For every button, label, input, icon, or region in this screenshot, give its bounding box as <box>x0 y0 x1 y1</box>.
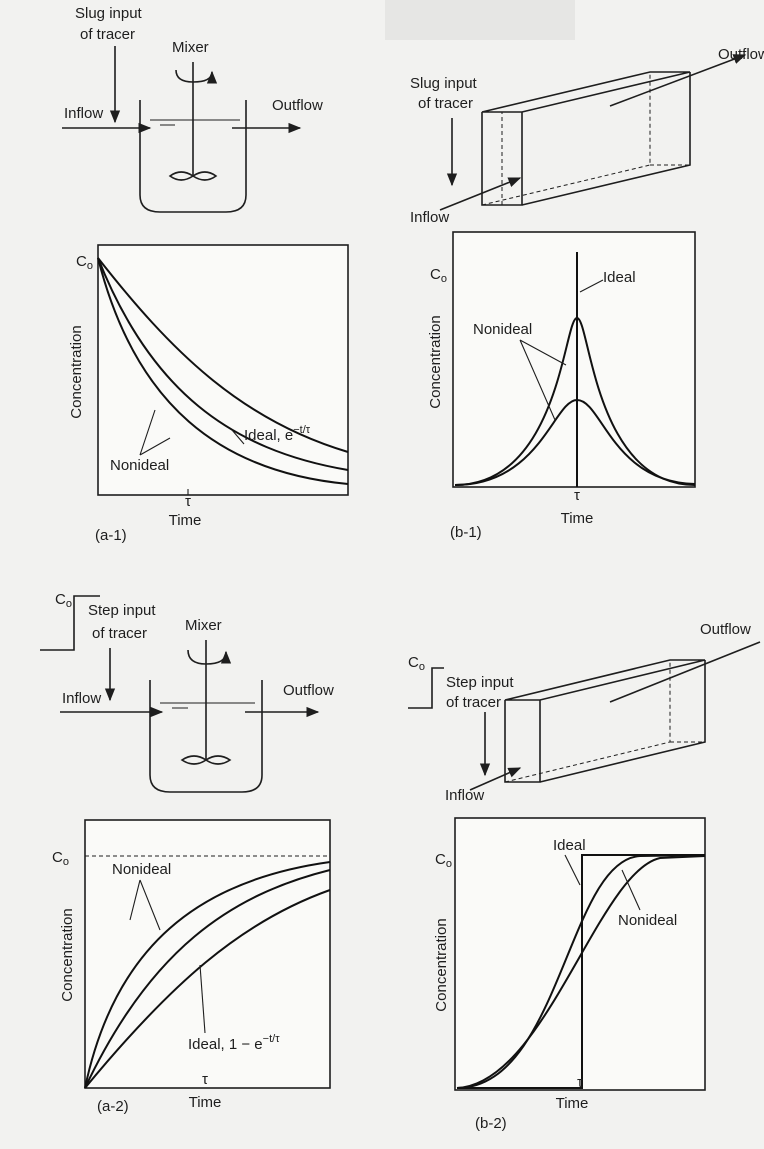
c0: C <box>76 253 87 270</box>
plot-frame <box>453 232 695 487</box>
c0-sub: o <box>419 661 425 673</box>
tau-label: τ <box>185 493 191 510</box>
x-axis-label: Time <box>556 1095 589 1112</box>
c0-sub: o <box>87 260 93 272</box>
inflow-label: Inflow <box>62 690 101 707</box>
figure: Slug input of tracer Mixer Inflow Outflo… <box>0 0 764 1149</box>
inflow-label: Inflow <box>445 787 484 804</box>
ideal-sup: −t/τ <box>293 424 311 436</box>
tau-label: τ <box>202 1071 208 1088</box>
page: {"a1": {"input": ["Slug input", "of trac… <box>0 0 764 1149</box>
tau-label: τ <box>574 487 580 504</box>
ideal: Ideal, 1 − e <box>188 1036 263 1053</box>
c0-sub: o <box>441 273 447 285</box>
x-axis-label: Time <box>561 510 594 527</box>
ideal-label: Ideal <box>603 269 636 286</box>
outflow-label: Outflow <box>272 97 323 114</box>
tau-label: τ <box>577 1074 583 1091</box>
input-label: Slug input <box>410 75 478 92</box>
nonideal-label: Nonideal <box>110 457 169 474</box>
nonideal-label: Nonideal <box>473 321 532 338</box>
input-label: of tracer <box>418 95 473 112</box>
nonideal-label: Nonideal <box>618 912 677 929</box>
input-label: Slug input <box>75 5 143 22</box>
c0-sub: o <box>63 856 69 868</box>
input-label: of tracer <box>80 26 135 43</box>
caption: (a-2) <box>97 1098 129 1115</box>
ideal: Ideal, e <box>244 427 293 444</box>
nonideal-label: Nonideal <box>112 861 171 878</box>
outflow-label: Outflow <box>700 621 751 638</box>
c0: C <box>435 851 446 868</box>
y-axis-label: Concentration <box>59 908 76 1001</box>
y-axis-label: Concentration <box>433 918 450 1011</box>
outflow-label: Outflow <box>718 46 764 63</box>
outflow-label: Outflow <box>283 682 334 699</box>
ideal-sup: −t/τ <box>263 1033 281 1045</box>
y-axis-label: Concentration <box>68 325 85 418</box>
ideal-label: Ideal <box>553 837 586 854</box>
c0: C <box>52 849 63 866</box>
c0-sub: o <box>446 858 452 870</box>
input-label: of tracer <box>92 625 147 642</box>
caption: (a-1) <box>95 527 127 544</box>
c0-sub: o <box>66 598 72 610</box>
c0: C <box>430 266 441 283</box>
input-label: Step input <box>88 602 156 619</box>
plot-frame <box>455 818 705 1090</box>
x-axis-label: Time <box>189 1094 222 1111</box>
x-axis-label: Time <box>169 512 202 529</box>
input-label: of tracer <box>446 694 501 711</box>
caption: (b-2) <box>475 1115 507 1132</box>
inflow-label: Inflow <box>64 105 103 122</box>
input-label: Step input <box>446 674 514 691</box>
c0: C <box>408 654 419 671</box>
y-axis-label: Concentration <box>427 315 444 408</box>
inflow-label: Inflow <box>410 209 449 226</box>
mixer-label: Mixer <box>185 617 222 634</box>
caption: (b-1) <box>450 524 482 541</box>
mixer-label: Mixer <box>172 39 209 56</box>
c0: C <box>55 591 66 608</box>
show-through <box>385 0 575 40</box>
